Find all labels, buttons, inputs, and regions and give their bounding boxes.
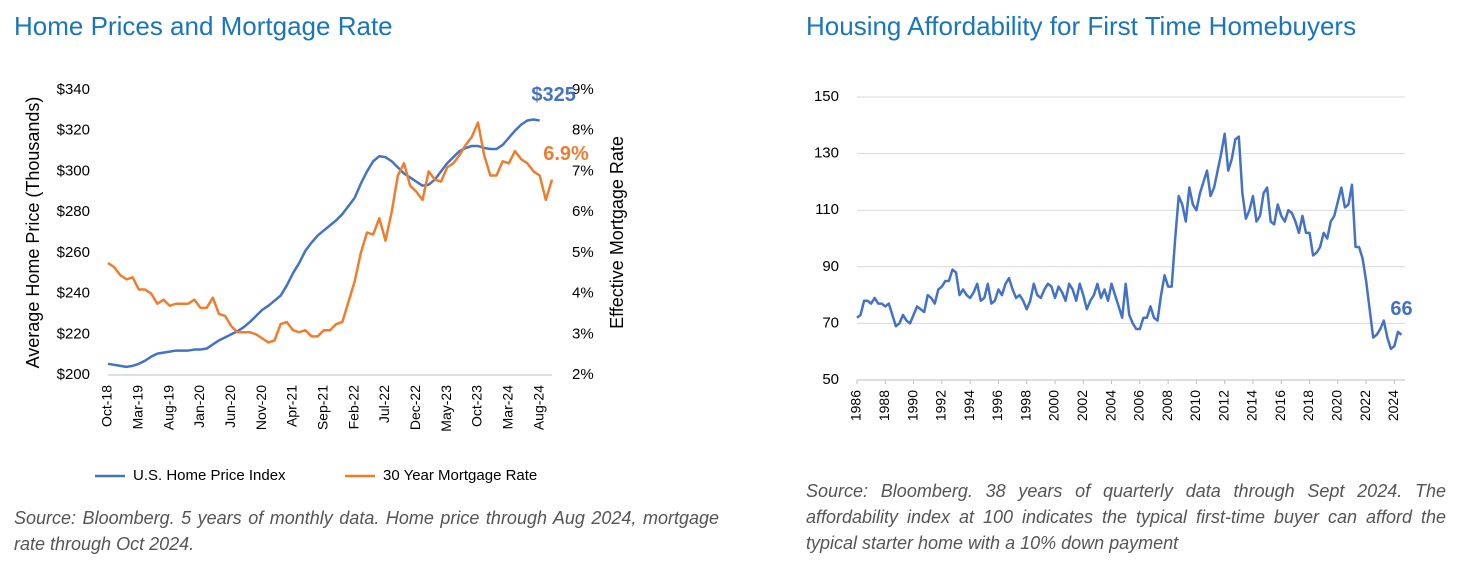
chart: Home Prices and Mortgage Rate $200 $220 $24… [14, 11, 627, 484]
y-tick-label: $240 [57, 285, 90, 302]
y-tick-label: 130 [814, 145, 839, 162]
x-tick-label: 2012 [1215, 390, 1231, 421]
chart: Housing Affordability for First Time Hom… [806, 11, 1413, 421]
y-tick-label: $260 [57, 244, 90, 261]
y-tick-label: 70 [822, 314, 839, 331]
y-tick-label: $280 [57, 203, 90, 220]
x-tick-label: Oct-18 [99, 385, 115, 427]
x-tick-label: 1992 [933, 390, 949, 421]
x-tick-label: May-23 [438, 385, 454, 432]
x-tick-label: Mar-19 [130, 385, 146, 430]
y2-tick-label: 2% [572, 366, 594, 383]
y-axis-label: Average Home Price (Thousands) [23, 97, 43, 369]
x-tick-label: 2008 [1159, 390, 1175, 421]
x-tick-label: 2018 [1300, 390, 1316, 421]
source-note: Source: Bloomberg. 38 years of quarterly… [806, 481, 1446, 553]
x-tick-label: 1994 [961, 390, 977, 421]
x-tick-label: 2002 [1074, 390, 1090, 421]
y-tick-label: 50 [822, 371, 839, 388]
data-line [107, 121, 554, 344]
x-tick-label: Jan-20 [191, 385, 207, 428]
x-tick-label: Apr-21 [284, 385, 300, 427]
x-tick-label: 1996 [989, 390, 1005, 421]
y-tick-label: $320 [57, 122, 90, 139]
x-tick-label: Jun-20 [222, 385, 238, 428]
x-tick-label: 1990 [904, 390, 920, 421]
y-tick-label: $340 [57, 81, 90, 98]
chart-title: Housing Affordability for First Time Hom… [806, 11, 1356, 41]
y-tick-label: 150 [814, 88, 839, 105]
x-tick-label: 2004 [1102, 390, 1118, 421]
legend-label: 30 Year Mortgage Rate [383, 467, 537, 484]
y-tick-label: 90 [822, 258, 839, 275]
x-tick-label: 1998 [1017, 390, 1033, 421]
x-tick-label: 2010 [1187, 390, 1203, 421]
annotation: 6.9% [543, 143, 589, 165]
annotation: 66 [1390, 298, 1412, 320]
data-line [107, 118, 540, 369]
x-tick-label: 1986 [848, 390, 864, 421]
x-tick-label: Oct-23 [469, 385, 485, 427]
x-tick-label: Aug-19 [160, 385, 176, 430]
legend-label: U.S. Home Price Index [133, 467, 286, 484]
y-tick-label: $220 [57, 325, 90, 342]
x-tick-label: Sep-21 [315, 385, 331, 430]
y-tick-label: $200 [57, 366, 90, 383]
y2-tick-label: 9% [572, 81, 594, 98]
source-note: Source: Bloomberg. 5 years of monthly da… [14, 508, 719, 554]
x-tick-label: Dec-22 [407, 385, 423, 430]
x-tick-label: 2016 [1272, 390, 1288, 421]
x-tick-label: 2014 [1244, 390, 1260, 421]
y-tick-label: 110 [815, 201, 839, 218]
x-tick-label: Mar-24 [500, 385, 516, 430]
x-tick-label: Feb-22 [345, 385, 361, 430]
y2-tick-label: 3% [572, 325, 594, 342]
data-line [856, 132, 1403, 351]
chart-title: Home Prices and Mortgage Rate [14, 11, 393, 41]
x-tick-label: 2022 [1357, 390, 1373, 421]
x-tick-label: 2006 [1131, 390, 1147, 421]
x-tick-label: Nov-20 [253, 385, 269, 430]
annotation: $325 [531, 84, 576, 106]
x-tick-label: 2020 [1329, 390, 1345, 421]
x-tick-label: 2000 [1046, 390, 1062, 421]
y2-tick-label: 5% [572, 244, 594, 261]
y-tick-label: $300 [57, 162, 90, 179]
y2-tick-label: 4% [572, 285, 594, 302]
y2-tick-label: 6% [572, 203, 594, 220]
y2-tick-label: 8% [572, 122, 594, 139]
x-tick-label: Aug-24 [530, 385, 546, 430]
y2-tick-label: 7% [572, 162, 594, 179]
x-tick-label: 1988 [876, 390, 892, 421]
x-tick-label: 2024 [1385, 390, 1401, 421]
y2-axis-label: Effective Mortgage Rate [607, 136, 627, 329]
x-tick-label: Jul-22 [376, 385, 392, 423]
